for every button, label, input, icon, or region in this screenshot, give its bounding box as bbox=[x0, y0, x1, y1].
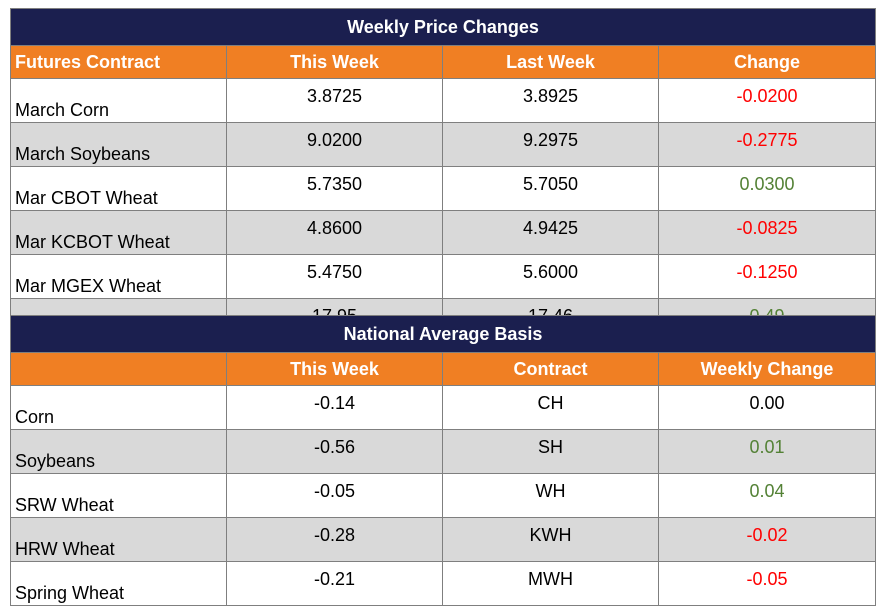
this-week-basis: -0.21 bbox=[226, 561, 443, 606]
this-week-value: 5.4750 bbox=[226, 254, 443, 299]
header-row: Futures Contract This Week Last Week Cha… bbox=[10, 45, 877, 79]
this-week-basis: -0.56 bbox=[226, 429, 443, 474]
contract-name: March Corn bbox=[10, 78, 227, 123]
contract-code: MWH bbox=[442, 561, 659, 606]
column-header-weekly-change: Weekly Change bbox=[658, 352, 876, 386]
table-row: Mar CBOT Wheat 5.7350 5.7050 0.0300 bbox=[10, 166, 877, 211]
this-week-basis: -0.05 bbox=[226, 473, 443, 518]
weekly-change-value: -0.02 bbox=[658, 517, 876, 562]
contract-code: SH bbox=[442, 429, 659, 474]
column-header-futures-contract: Futures Contract bbox=[10, 45, 227, 79]
contract-code: CH bbox=[442, 385, 659, 430]
contract-name: Mar KCBOT Wheat bbox=[10, 210, 227, 255]
column-header-last-week: Last Week bbox=[442, 45, 659, 79]
contract-code: WH bbox=[442, 473, 659, 518]
weekly-change-value: 0.01 bbox=[658, 429, 876, 474]
commodity-name: Soybeans bbox=[10, 429, 227, 474]
change-value: -0.2775 bbox=[657, 122, 877, 167]
this-week-value: 3.8725 bbox=[226, 78, 443, 123]
weekly-price-changes-table: Weekly Price Changes Futures Contract Th… bbox=[9, 8, 877, 343]
table-title: Weekly Price Changes bbox=[9, 8, 877, 46]
this-week-basis: -0.14 bbox=[226, 385, 443, 430]
weekly-change-value: -0.05 bbox=[658, 561, 876, 606]
column-header-change: Change bbox=[657, 45, 877, 79]
national-average-basis-table: National Average Basis This Week Contrac… bbox=[10, 315, 876, 606]
this-week-basis: -0.28 bbox=[226, 517, 443, 562]
this-week-value: 5.7350 bbox=[226, 166, 443, 211]
change-value: 0.0300 bbox=[657, 166, 877, 211]
contract-name: Mar MGEX Wheat bbox=[10, 254, 227, 299]
contract-name: Mar CBOT Wheat bbox=[10, 166, 227, 211]
table-row: HRW Wheat -0.28 KWH -0.02 bbox=[10, 517, 876, 562]
contract-name: March Soybeans bbox=[10, 122, 227, 167]
commodity-name: Spring Wheat bbox=[10, 561, 227, 606]
contract-code: KWH bbox=[442, 517, 659, 562]
weekly-change-value: 0.00 bbox=[658, 385, 876, 430]
table-row: Mar MGEX Wheat 5.4750 5.6000 -0.1250 bbox=[10, 254, 877, 299]
last-week-value: 9.2975 bbox=[442, 122, 659, 167]
table-row: Spring Wheat -0.21 MWH -0.05 bbox=[10, 561, 876, 606]
column-header-this-week: This Week bbox=[226, 352, 443, 386]
change-value: -0.1250 bbox=[657, 254, 877, 299]
last-week-value: 5.7050 bbox=[442, 166, 659, 211]
last-week-value: 3.8925 bbox=[442, 78, 659, 123]
last-week-value: 5.6000 bbox=[442, 254, 659, 299]
commodity-name: HRW Wheat bbox=[10, 517, 227, 562]
header-row: This Week Contract Weekly Change bbox=[10, 352, 876, 386]
this-week-value: 9.0200 bbox=[226, 122, 443, 167]
commodity-name: SRW Wheat bbox=[10, 473, 227, 518]
table-row: March Corn 3.8725 3.8925 -0.0200 bbox=[10, 78, 877, 123]
weekly-change-value: 0.04 bbox=[658, 473, 876, 518]
table-row: Soybeans -0.56 SH 0.01 bbox=[10, 429, 876, 474]
column-header-this-week: This Week bbox=[226, 45, 443, 79]
last-week-value: 4.9425 bbox=[442, 210, 659, 255]
change-value: -0.0200 bbox=[657, 78, 877, 123]
commodity-name: Corn bbox=[10, 385, 227, 430]
table-row: SRW Wheat -0.05 WH 0.04 bbox=[10, 473, 876, 518]
table-title: National Average Basis bbox=[10, 315, 876, 353]
change-value: -0.0825 bbox=[657, 210, 877, 255]
this-week-value: 4.8600 bbox=[226, 210, 443, 255]
table-row: March Soybeans 9.0200 9.2975 -0.2775 bbox=[10, 122, 877, 167]
table-row: Corn -0.14 CH 0.00 bbox=[10, 385, 876, 430]
column-header-contract: Contract bbox=[442, 352, 659, 386]
table-row: Mar KCBOT Wheat 4.8600 4.9425 -0.0825 bbox=[10, 210, 877, 255]
column-header-commodity bbox=[10, 352, 227, 386]
